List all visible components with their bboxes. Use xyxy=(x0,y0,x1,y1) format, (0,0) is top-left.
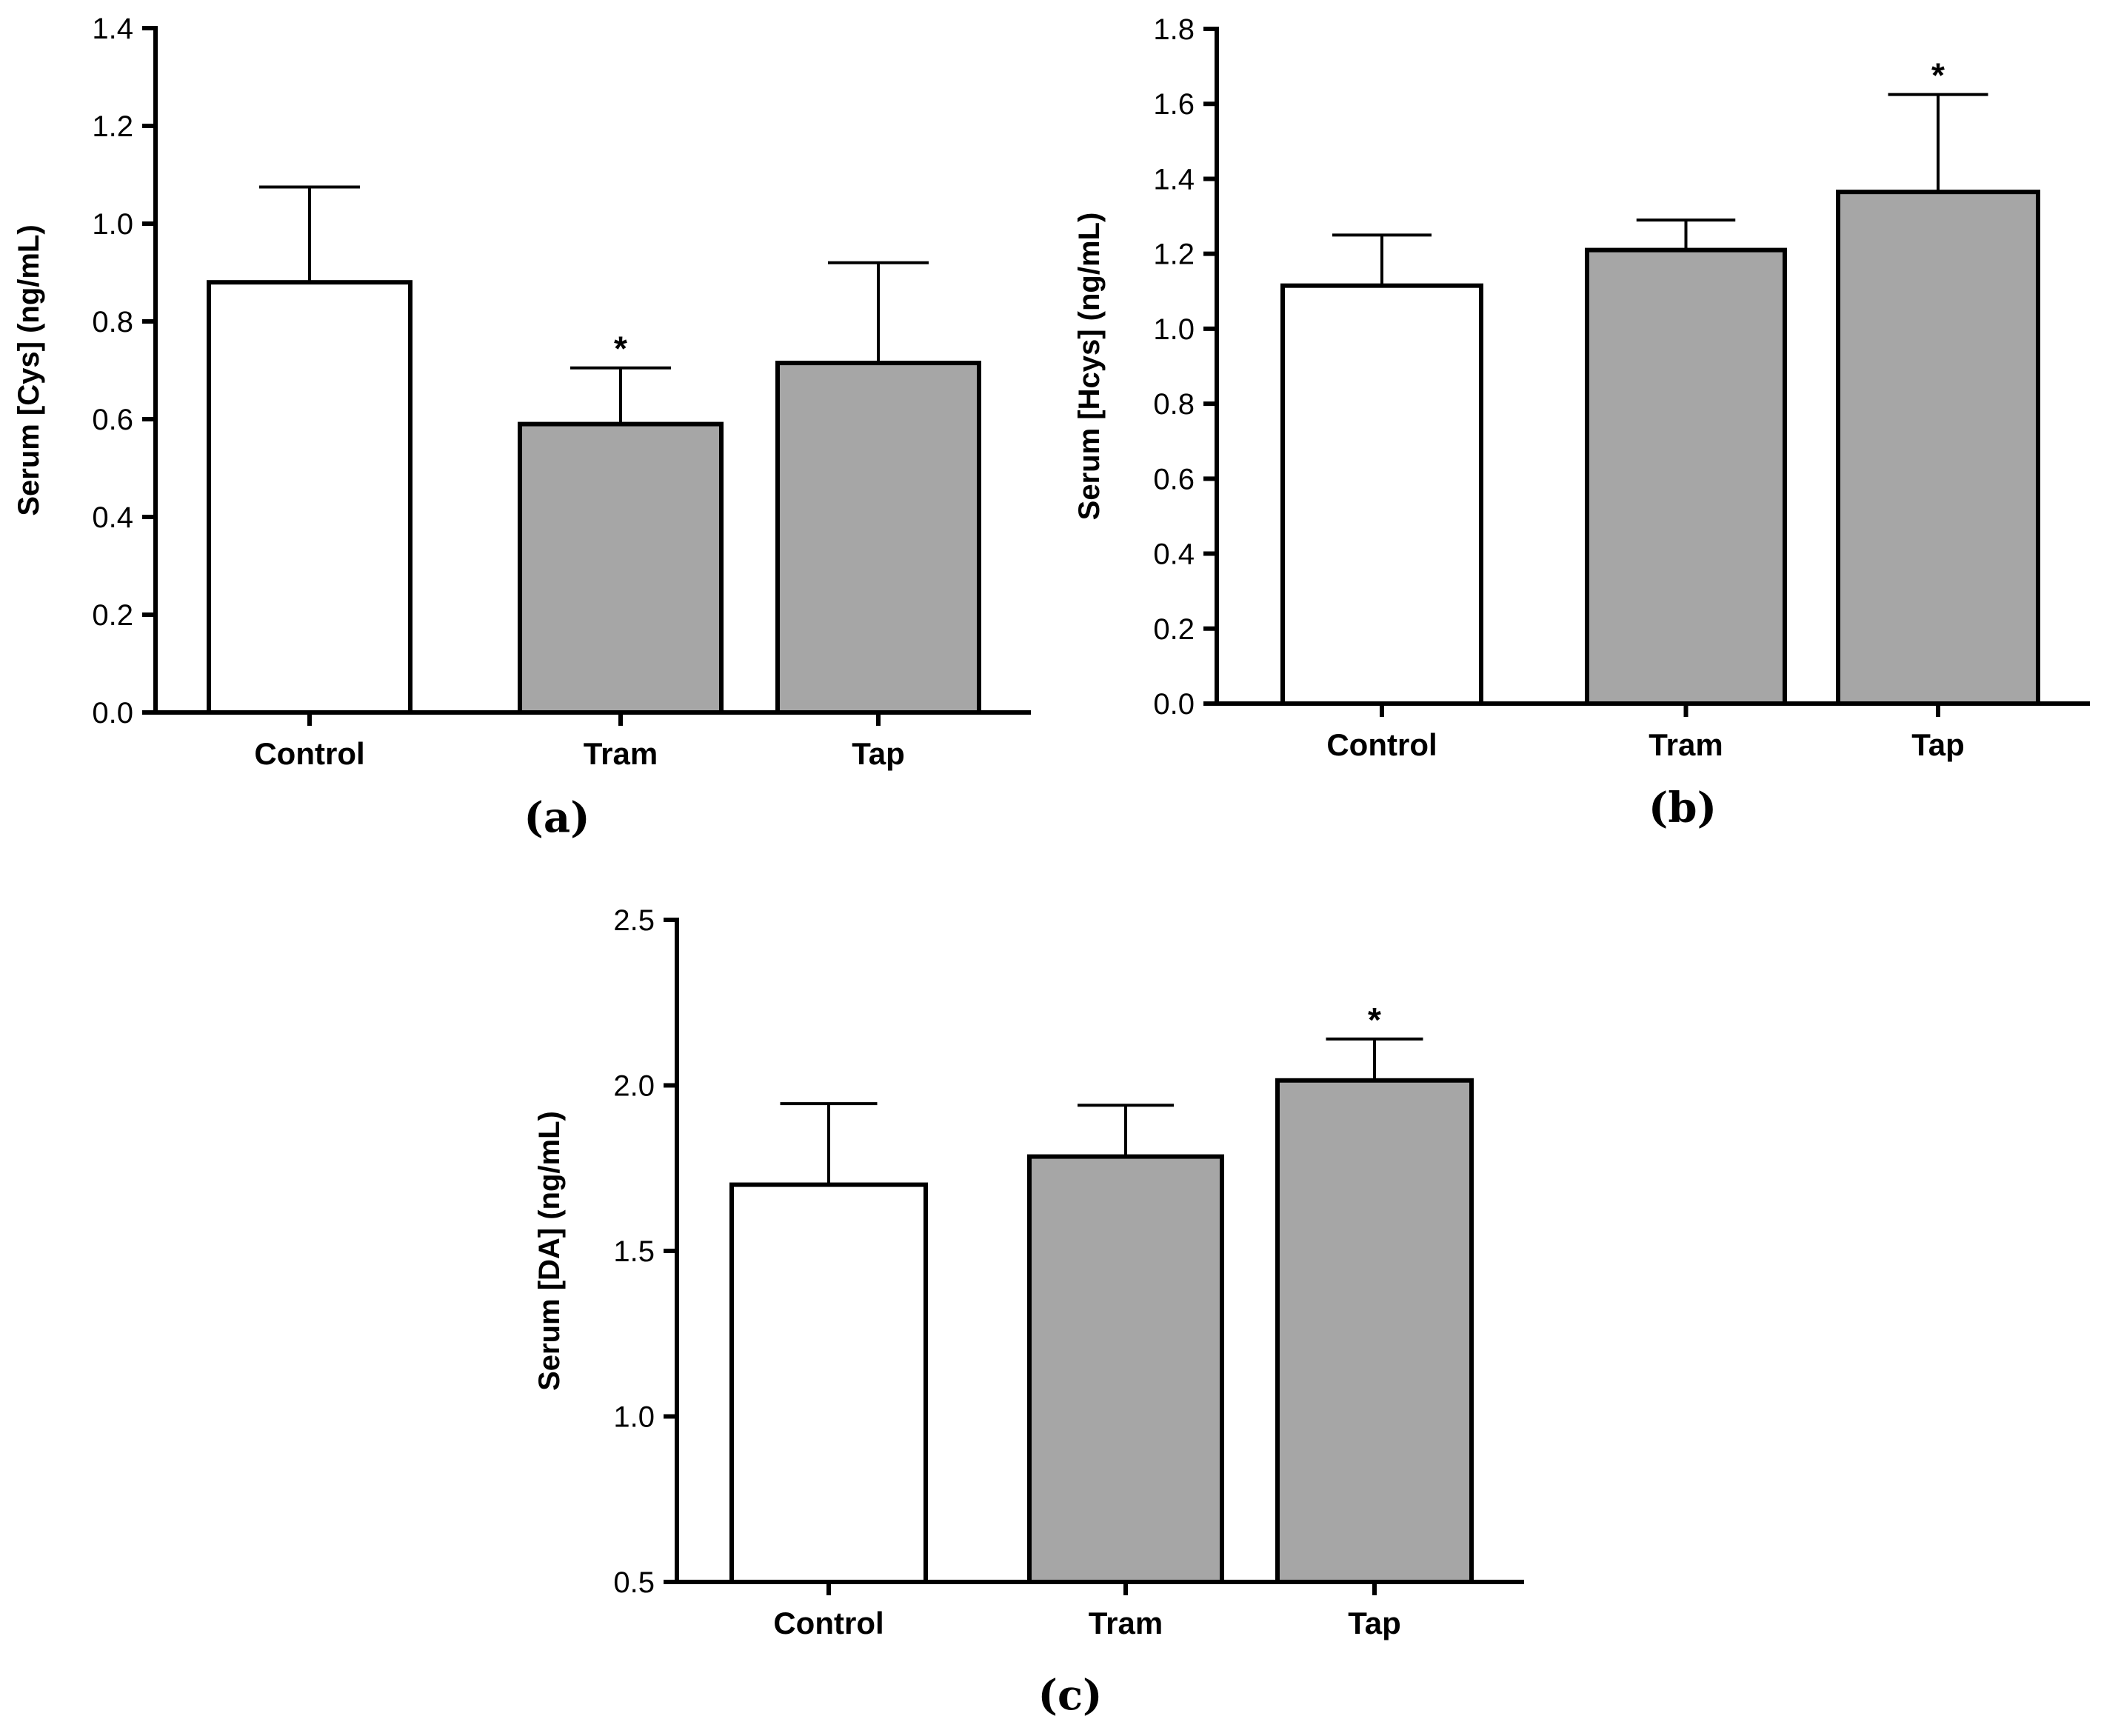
significance-marker: * xyxy=(1368,1001,1381,1039)
x-tick-label: Tap xyxy=(852,736,905,771)
panel-c-bar-chart: Control Tram * Tap 0.5 1.0 1.5 2.0 2.5 Serum [DA]… xyxy=(533,904,1524,1720)
y-tick-label: 0.0 xyxy=(92,697,133,730)
y-tick-label: 0.2 xyxy=(92,599,133,632)
x-tick-label: Control xyxy=(254,736,364,771)
y-axis-title: Serum [Cys] (ng/mL) xyxy=(13,224,45,515)
x-tick-label: Tram xyxy=(1649,727,1723,762)
panel-b-bar-chart: Control Tram * Tap 0.0 0.2 0.4 0.6 0.8 1.0 1.2 1.4 1… xyxy=(1073,13,2090,832)
significance-marker: * xyxy=(1931,56,1945,95)
y-tick-label: 0.8 xyxy=(92,306,133,338)
y-tick-label: 0.4 xyxy=(1153,538,1195,571)
y-tick-label: 1.5 xyxy=(613,1235,655,1268)
x-tick-label: Control xyxy=(773,1606,884,1640)
y-tick-label: 0.6 xyxy=(1153,463,1195,495)
y-tick-label: 2.0 xyxy=(613,1070,655,1103)
y-tick-label: 2.5 xyxy=(613,904,655,937)
x-tick-label: Control xyxy=(1326,727,1437,762)
y-tick-label: 1.0 xyxy=(92,208,133,241)
y-axis-title: Serum [Hcys] (ng/mL) xyxy=(1073,213,1106,521)
y-tick-label: 1.4 xyxy=(1153,163,1195,196)
y-tick-label: 0.4 xyxy=(92,501,133,534)
y-tick-label: 1.2 xyxy=(1153,238,1195,271)
x-tick-label: Tap xyxy=(1911,727,1965,762)
y-axis-title: Serum [DA] (ng/mL) xyxy=(533,1111,566,1391)
y-tick-label: 1.0 xyxy=(613,1401,655,1434)
x-tick-label: Tram xyxy=(584,736,658,771)
y-tick-label: 1.4 xyxy=(92,13,133,45)
y-tick-label: 0.2 xyxy=(1153,613,1195,646)
y-tick-label: 1.8 xyxy=(1153,13,1195,46)
y-tick-label: 1.2 xyxy=(92,110,133,143)
y-tick-label: 1.6 xyxy=(1153,88,1195,121)
y-tick-label: 0.8 xyxy=(1153,388,1195,421)
y-tick-label: 1.0 xyxy=(1153,313,1195,346)
y-tick-label: 0.6 xyxy=(92,404,133,436)
y-tick-label: 0.0 xyxy=(1153,688,1195,721)
bar-control xyxy=(207,280,412,715)
panel-a-bar-chart: Control * Tram Tap 0.0 0.2 0.4 0.6 0.8 1.0 1.2 1.4 S… xyxy=(13,13,1031,842)
y-tick-label: 0.5 xyxy=(613,1566,655,1599)
panel-label: (c) xyxy=(1038,1671,1102,1720)
bar-tap xyxy=(775,361,981,715)
bar-control xyxy=(1280,283,1483,706)
panel-label: (a) xyxy=(524,793,589,842)
x-tick-label: Tram xyxy=(1089,1606,1163,1640)
bar-tap xyxy=(1836,190,2040,706)
bar-tram xyxy=(1585,247,1787,707)
bar-tram xyxy=(518,421,724,715)
bar-tap xyxy=(1275,1078,1474,1585)
panel-label: (b) xyxy=(1649,784,1717,832)
significance-marker: * xyxy=(614,330,627,368)
bar-control xyxy=(729,1182,928,1584)
x-tick-label: Tap xyxy=(1348,1606,1401,1640)
bar-tram xyxy=(1027,1154,1224,1584)
